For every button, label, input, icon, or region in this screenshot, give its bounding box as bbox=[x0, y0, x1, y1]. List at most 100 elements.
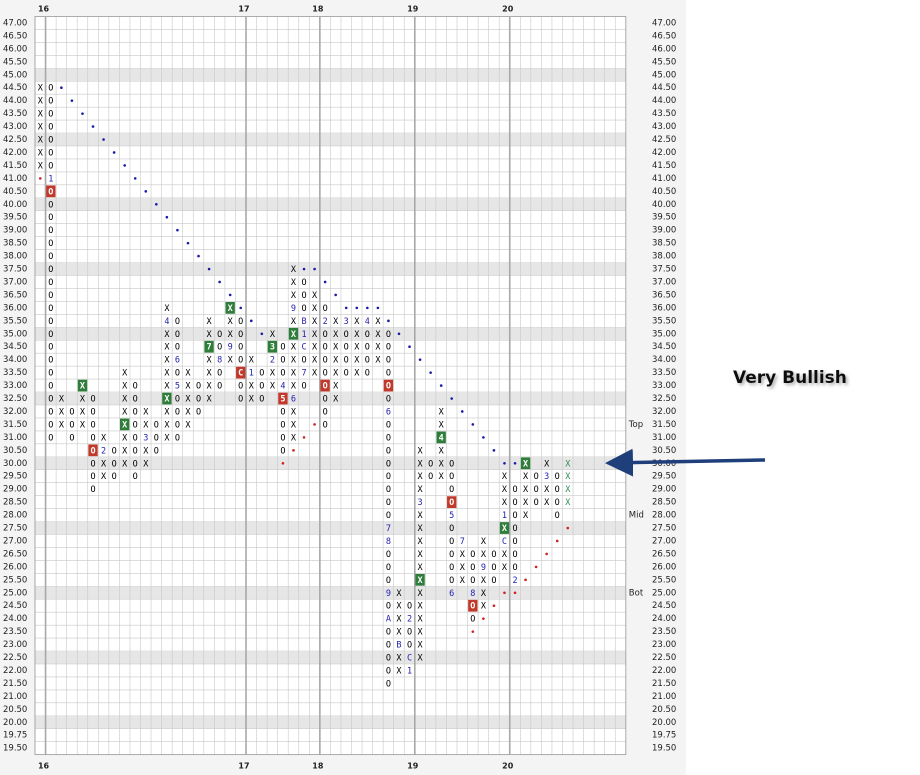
trend-dot bbox=[545, 552, 548, 556]
pnf-cell: X bbox=[333, 343, 339, 353]
pnf-cell: O bbox=[154, 433, 159, 443]
level-label: Bot bbox=[629, 588, 644, 598]
y-tick-label: 47.00 bbox=[3, 18, 27, 28]
pnf-cell: X bbox=[59, 395, 65, 405]
trend-dot bbox=[186, 241, 190, 245]
pnf-cell: X bbox=[544, 459, 550, 469]
pnf-cell: O bbox=[90, 395, 95, 405]
y-tick-label-right: 40.50 bbox=[652, 187, 676, 197]
pnf-cell: X bbox=[143, 420, 149, 430]
pnf-cell: X bbox=[143, 407, 149, 417]
pnf-cell: O bbox=[407, 641, 412, 651]
y-tick-label-right: 45.50 bbox=[652, 57, 676, 67]
signal-box bbox=[236, 366, 246, 379]
pnf-cell: X bbox=[38, 123, 44, 133]
trend-dot bbox=[133, 177, 137, 180]
y-tick-label-right: 46.00 bbox=[652, 44, 676, 54]
pnf-cell: O bbox=[386, 369, 391, 379]
y-tick-label-right: 20.00 bbox=[652, 718, 676, 728]
pnf-cell: 2 bbox=[323, 317, 328, 327]
pnf-cell: O bbox=[112, 472, 117, 482]
pnf-cell: X bbox=[396, 628, 402, 638]
pnf-cell: O bbox=[323, 343, 328, 353]
pnf-cell: X bbox=[439, 407, 445, 417]
pnf-cell: O bbox=[512, 511, 517, 521]
trend-dot bbox=[207, 267, 211, 271]
year-label: 20 bbox=[502, 5, 514, 14]
pnf-cell: O bbox=[175, 395, 180, 405]
y-tick-label-right: 28.50 bbox=[652, 498, 676, 508]
pnf-cell: 3 bbox=[544, 472, 549, 482]
pnf-cell: O bbox=[48, 420, 53, 430]
trend-dot bbox=[534, 565, 538, 569]
pnf-cell: X bbox=[164, 433, 170, 443]
pnf-cell: X bbox=[502, 563, 508, 573]
pnf-cell: O bbox=[175, 420, 180, 430]
y-tick-label: 36.00 bbox=[3, 303, 27, 313]
pnf-cell: O bbox=[196, 407, 201, 417]
pnf-cell: O bbox=[512, 563, 517, 573]
year-label-bottom: 19 bbox=[407, 762, 419, 771]
y-tick-label: 19.75 bbox=[3, 731, 27, 741]
pnf-cell: X bbox=[80, 395, 86, 405]
pnf-cell: 1 bbox=[407, 666, 412, 676]
trend-dot bbox=[376, 306, 380, 310]
pnf-cell: O bbox=[386, 472, 391, 482]
pnf-cell: O bbox=[48, 407, 53, 417]
y-tick-label-right: 24.50 bbox=[652, 601, 676, 611]
pnf-cell: 5 bbox=[175, 382, 180, 392]
y-tick-label: 45.50 bbox=[3, 57, 27, 67]
trend-dot bbox=[123, 164, 126, 167]
pnf-cell: X bbox=[291, 433, 297, 443]
pnf-cell: X bbox=[354, 369, 360, 379]
trend-dot bbox=[144, 190, 148, 193]
pnf-cell: X bbox=[122, 420, 127, 430]
pnf-cell: O bbox=[449, 459, 454, 469]
pnf-cell: 9 bbox=[481, 563, 486, 573]
pnf-cell: X bbox=[439, 459, 445, 469]
pnf-cell: O bbox=[90, 459, 95, 469]
pnf-cell: 4 bbox=[164, 317, 169, 327]
pnf-cell: X bbox=[418, 446, 424, 456]
pnf-cell: X bbox=[38, 161, 44, 171]
pnf-cell: X bbox=[565, 472, 571, 482]
pnf-cell: O bbox=[90, 485, 95, 495]
trend-dot bbox=[228, 293, 232, 297]
trend-dot bbox=[387, 319, 390, 323]
y-tick-label: 38.50 bbox=[3, 239, 27, 249]
pnf-cell: 1 bbox=[48, 174, 53, 184]
pnf-cell: O bbox=[133, 407, 138, 417]
pnf-cell: O bbox=[470, 563, 475, 573]
y-tick-label: 35.50 bbox=[3, 316, 27, 326]
pnf-cell: 8 bbox=[217, 356, 222, 366]
pnf-cell: O bbox=[407, 628, 412, 638]
pnf-cell: O bbox=[238, 395, 243, 405]
y-tick-label-right: 43.00 bbox=[652, 122, 676, 132]
pnf-cell: X bbox=[418, 524, 424, 534]
y-tick-label-right: 29.50 bbox=[652, 472, 676, 482]
signal-box bbox=[320, 379, 330, 392]
pnf-cell: X bbox=[354, 330, 360, 340]
pnf-cell: O bbox=[512, 550, 517, 560]
trend-dot bbox=[60, 86, 63, 90]
pnf-cell: O bbox=[512, 537, 517, 547]
trend-dot bbox=[513, 461, 517, 465]
pnf-cell: X bbox=[185, 420, 191, 430]
pnf-cell: O bbox=[154, 420, 159, 430]
pnf-cell: X bbox=[396, 602, 402, 612]
pnf-cell: O bbox=[323, 304, 328, 314]
pnf-cell: X bbox=[418, 589, 424, 599]
pnf-cell: X bbox=[418, 550, 424, 560]
pnf-cell: X bbox=[80, 420, 86, 430]
signal-box bbox=[383, 379, 394, 392]
pnf-cell: O bbox=[365, 356, 370, 366]
pnf-cell: O bbox=[386, 679, 391, 689]
y-tick-label: 42.00 bbox=[3, 148, 27, 158]
pnf-cell: O bbox=[112, 459, 117, 469]
y-tick-label-right: 38.50 bbox=[652, 239, 676, 249]
pnf-cell: X bbox=[354, 343, 360, 353]
pnf-cell: O bbox=[217, 369, 222, 379]
y-tick-label: 23.50 bbox=[3, 627, 27, 637]
pnf-cell: O bbox=[491, 550, 496, 560]
pnf-cell: X bbox=[228, 317, 234, 327]
